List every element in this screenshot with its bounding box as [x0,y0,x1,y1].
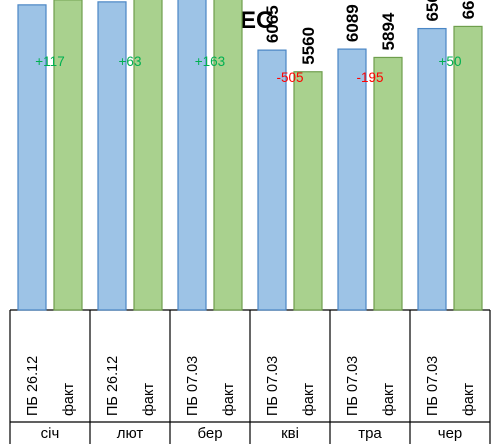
month-label: кві [281,425,299,442]
month-label: бер [197,425,222,442]
category-label: ПБ 07.03 [345,356,361,416]
data-label: 6618 [459,0,478,19]
bar-ПБ-лют [97,1,127,311]
bar-факт-лют [133,0,163,311]
bar-факт-чер [453,25,483,311]
data-label: 5560 [299,27,318,65]
month-label: тра [358,425,382,442]
bar-ПБ-тра [337,48,367,311]
bar-факт-тра [373,56,403,311]
month-label: лют [117,425,144,442]
category-label: ПБ 07.03 [185,356,201,416]
category-label: факт [221,382,237,416]
category-label: факт [461,382,477,416]
month-label: чер [438,425,463,442]
bar-ПБ-бер [177,0,207,311]
data-label: 5894 [379,12,398,50]
bar-факт-січ [53,0,83,311]
bar-ПБ-січ [17,4,47,311]
delta-label: +50 [439,54,462,69]
bar-ПБ-кві [257,49,287,311]
delta-label: +63 [119,54,142,69]
category-label: факт [61,382,77,416]
data-label: 6065 [263,5,282,43]
category-label: факт [381,382,397,416]
delta-label: -505 [276,70,303,85]
bar-факт-кві [293,71,323,311]
bar-факт-бер [213,0,243,311]
delta-label: +117 [35,54,64,69]
data-label: 6089 [343,4,362,42]
category-label: ПБ 26.12 [25,356,41,416]
delta-label: -195 [356,70,383,85]
bar-ПБ-чер [417,27,447,311]
data-label: 6568 [423,0,442,22]
category-label: ПБ 07.03 [425,356,441,416]
delta-label: +163 [195,54,225,69]
month-label: січ [41,425,60,442]
category-label: ПБ 07.03 [265,356,281,416]
category-label: факт [301,382,317,416]
category-label: факт [141,382,157,416]
plot-area: 7121ПБ 26.127238факт+117січ7191ПБ 26.127… [9,0,491,444]
category-label: ПБ 26.12 [105,356,121,416]
